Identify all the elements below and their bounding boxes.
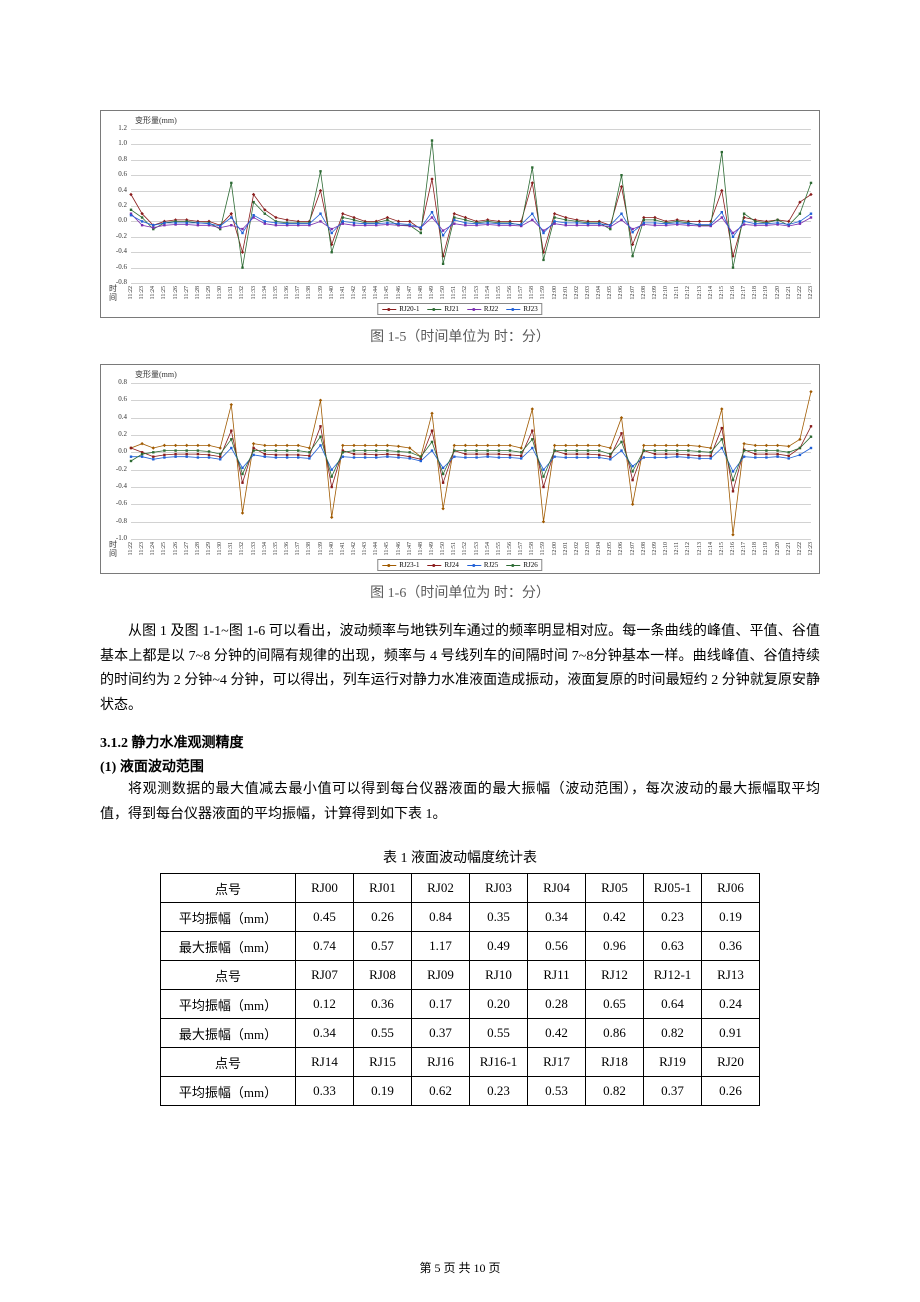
table-cell: 0.55 — [470, 1019, 528, 1048]
row-label: 点号 — [161, 1048, 296, 1077]
legend-item: RJ26 — [506, 561, 537, 569]
table-cell: 0.26 — [702, 1077, 760, 1106]
table-cell: 0.82 — [586, 1077, 644, 1106]
row-label: 最大振幅（mm） — [161, 932, 296, 961]
row-label: 平均振幅（mm） — [161, 990, 296, 1019]
table-row: 平均振幅（mm）0.450.260.840.350.340.420.230.19 — [161, 903, 760, 932]
table-cell: 0.96 — [586, 932, 644, 961]
table-cell: 1.17 — [412, 932, 470, 961]
table-cell: RJ06 — [702, 874, 760, 903]
table-cell: 0.17 — [412, 990, 470, 1019]
legend-item: RJ20-1 — [382, 305, 419, 313]
table-cell: 0.12 — [296, 990, 354, 1019]
row-label: 平均振幅（mm） — [161, 1077, 296, 1106]
table-cell: 0.34 — [296, 1019, 354, 1048]
table-cell: RJ02 — [412, 874, 470, 903]
table-cell: 0.34 — [528, 903, 586, 932]
table-cell: 0.36 — [702, 932, 760, 961]
table-cell: 0.57 — [354, 932, 412, 961]
table-cell: 0.42 — [586, 903, 644, 932]
table-cell: RJ20 — [702, 1048, 760, 1077]
table-cell: 0.63 — [644, 932, 702, 961]
table-row: 点号RJ07RJ08RJ09RJ10RJ11RJ12RJ12-1RJ13 — [161, 961, 760, 990]
heading-sub-1: (1) 液面波动范围 — [100, 756, 820, 776]
page-footer: 第 5 页 共 10 页 — [0, 1259, 920, 1276]
table-cell: RJ16 — [412, 1048, 470, 1077]
table-cell: 0.33 — [296, 1077, 354, 1106]
table-cell: RJ19 — [644, 1048, 702, 1077]
table-cell: RJ09 — [412, 961, 470, 990]
table-row: 最大振幅（mm）0.340.550.370.550.420.860.820.91 — [161, 1019, 760, 1048]
legend-item: RJ25 — [467, 561, 498, 569]
table-cell: RJ12-1 — [644, 961, 702, 990]
table-cell: 0.23 — [470, 1077, 528, 1106]
table-cell: RJ13 — [702, 961, 760, 990]
table-row: 点号RJ14RJ15RJ16RJ16-1RJ17RJ18RJ19RJ20 — [161, 1048, 760, 1077]
table-cell: RJ07 — [296, 961, 354, 990]
row-label: 点号 — [161, 961, 296, 990]
table-cell: 0.37 — [644, 1077, 702, 1106]
table-cell: 0.19 — [702, 903, 760, 932]
table-cell: 0.74 — [296, 932, 354, 961]
table-cell: RJ14 — [296, 1048, 354, 1077]
legend-item: RJ23-1 — [382, 561, 419, 569]
table-cell: 0.42 — [528, 1019, 586, 1048]
table-cell: 0.49 — [470, 932, 528, 961]
legend-item: RJ21 — [428, 305, 459, 313]
table-row: 点号RJ00RJ01RJ02RJ03RJ04RJ05RJ05-1RJ06 — [161, 874, 760, 903]
table-cell: 0.82 — [644, 1019, 702, 1048]
table-cell: 0.26 — [354, 903, 412, 932]
table-cell: RJ08 — [354, 961, 412, 990]
table-cell: 0.37 — [412, 1019, 470, 1048]
table-cell: 0.62 — [412, 1077, 470, 1106]
table-cell: RJ11 — [528, 961, 586, 990]
legend-item: RJ24 — [428, 561, 459, 569]
table-cell: 0.53 — [528, 1077, 586, 1106]
row-label: 点号 — [161, 874, 296, 903]
table-cell: 0.86 — [586, 1019, 644, 1048]
legend-item: RJ23 — [506, 305, 537, 313]
figure-1-5: -0.8-0.6-0.4-0.20.00.20.40.60.81.01.2变形量… — [100, 110, 820, 318]
table-cell: RJ01 — [354, 874, 412, 903]
figure-1-6-caption: 图 1-6（时间单位为 时：分） — [100, 582, 820, 602]
table-row: 平均振幅（mm）0.330.190.620.230.530.820.370.26 — [161, 1077, 760, 1106]
table-cell: 0.19 — [354, 1077, 412, 1106]
table-cell: 0.24 — [702, 990, 760, 1019]
heading-3-1-2: 3.1.2 静力水准观测精度 — [100, 732, 820, 752]
table-cell: 0.36 — [354, 990, 412, 1019]
table-cell: RJ12 — [586, 961, 644, 990]
table-cell: RJ03 — [470, 874, 528, 903]
table-cell: 0.91 — [702, 1019, 760, 1048]
table-cell: 0.35 — [470, 903, 528, 932]
table-cell: 0.84 — [412, 903, 470, 932]
legend-item: RJ22 — [467, 305, 498, 313]
table-cell: RJ18 — [586, 1048, 644, 1077]
table-cell: 0.20 — [470, 990, 528, 1019]
table-cell: 0.56 — [528, 932, 586, 961]
table-cell: RJ04 — [528, 874, 586, 903]
table-amplitude: 点号RJ00RJ01RJ02RJ03RJ04RJ05RJ05-1RJ06平均振幅… — [160, 873, 760, 1106]
table-cell: RJ00 — [296, 874, 354, 903]
table-row: 平均振幅（mm）0.120.360.170.200.280.650.640.24 — [161, 990, 760, 1019]
table-row: 最大振幅（mm）0.740.571.170.490.560.960.630.36 — [161, 932, 760, 961]
table-cell: 0.23 — [644, 903, 702, 932]
table-cell: RJ16-1 — [470, 1048, 528, 1077]
table-1-caption: 表 1 液面波动幅度统计表 — [100, 847, 820, 867]
table-cell: 0.45 — [296, 903, 354, 932]
table-cell: RJ05-1 — [644, 874, 702, 903]
paragraph-analysis: 从图 1 及图 1-1~图 1-6 可以看出，波动频率与地铁列车通过的频率明显相… — [100, 620, 820, 718]
paragraph-amplitude: 将观测数据的最大值减去最小值可以得到每台仪器液面的最大振幅（波动范围），每次波动… — [100, 778, 820, 827]
row-label: 平均振幅（mm） — [161, 903, 296, 932]
figure-1-5-caption: 图 1-5（时间单位为 时：分） — [100, 326, 820, 346]
table-cell: RJ05 — [586, 874, 644, 903]
table-cell: RJ17 — [528, 1048, 586, 1077]
table-cell: 0.64 — [644, 990, 702, 1019]
table-cell: 0.28 — [528, 990, 586, 1019]
table-cell: RJ15 — [354, 1048, 412, 1077]
table-cell: 0.55 — [354, 1019, 412, 1048]
table-cell: RJ10 — [470, 961, 528, 990]
row-label: 最大振幅（mm） — [161, 1019, 296, 1048]
table-cell: 0.65 — [586, 990, 644, 1019]
figure-1-6: -1.0-0.8-0.6-0.4-0.20.00.20.40.60.8变形量(m… — [100, 364, 820, 574]
